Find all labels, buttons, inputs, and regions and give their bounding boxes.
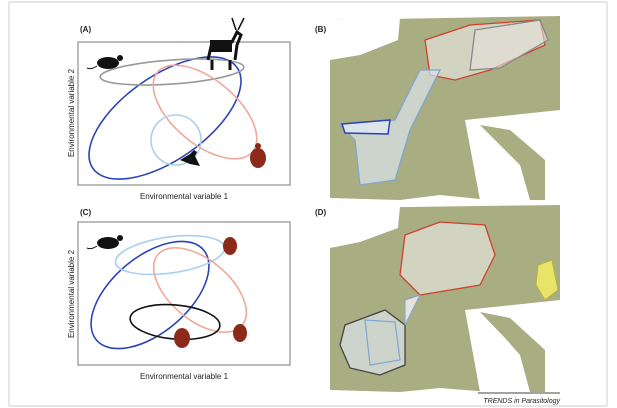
x-axis-label: Environmental variable 1 (140, 372, 229, 381)
y-axis-label: Environmental variable 2 (67, 249, 76, 338)
map (330, 205, 560, 392)
panel-label: (A) (80, 25, 91, 34)
tick-icon (250, 143, 266, 168)
map (330, 16, 560, 200)
panel-label: (B) (315, 25, 326, 34)
niche-ellipses (69, 33, 273, 203)
y-axis-label: Environmental variable 2 (67, 68, 76, 157)
panel-label: (C) (80, 208, 91, 217)
panel-label: (D) (315, 208, 326, 217)
figure: (A) Environmental variable 2 Environment… (0, 0, 617, 408)
tick-icons (174, 237, 247, 348)
x-axis-label: Environmental variable 1 (140, 192, 229, 201)
animal-icons (87, 235, 123, 249)
animal-icons (87, 18, 244, 166)
credit: TRENDS in Parasitology (483, 398, 560, 405)
